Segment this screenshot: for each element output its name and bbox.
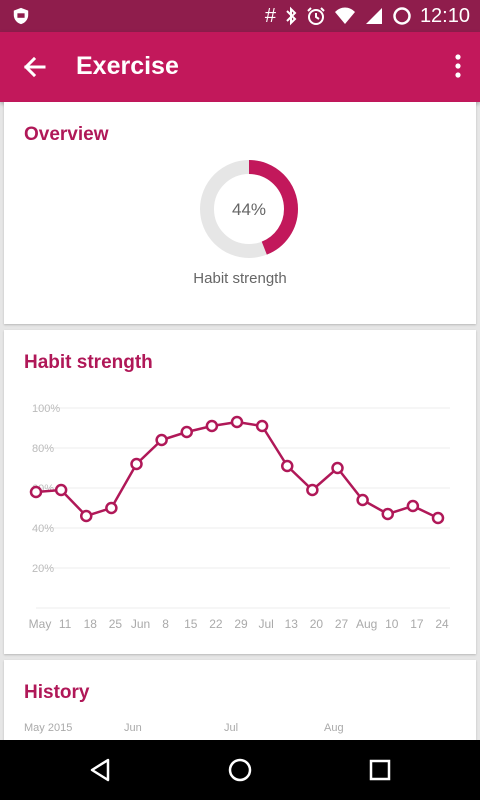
data-point <box>331 461 344 475</box>
habit-strength-ring: 44% <box>200 160 298 258</box>
x-tick-label: Aug <box>356 617 377 631</box>
x-tick-label: 10 <box>385 617 399 631</box>
x-tick-label: 18 <box>84 617 98 631</box>
ring-percent-text: 44% <box>232 200 266 219</box>
ring-caption: Habit strength <box>193 270 287 287</box>
overview-title: Overview <box>24 124 109 145</box>
data-point <box>105 501 118 515</box>
alarm-icon <box>307 7 325 25</box>
y-tick-label: 40% <box>32 523 54 535</box>
data-point <box>80 509 93 523</box>
app-bar: Exercise <box>0 32 480 102</box>
history-month-label: Jul <box>224 722 239 734</box>
navigation-bar <box>0 740 480 800</box>
history-month-label: May 2015 <box>24 722 73 734</box>
history-months: May 2015 Jun Jul Aug <box>4 722 476 742</box>
hash-icon: # <box>264 4 276 27</box>
shield-icon <box>13 7 29 25</box>
y-tick-label: 80% <box>32 443 54 455</box>
data-point <box>306 483 319 497</box>
x-tick-label: 13 <box>285 617 299 631</box>
series-line <box>35 420 439 520</box>
habit-strength-card: Habit strength 100% 80% 60% 40% 20% May 11 18 25… <box>4 330 476 654</box>
data-point <box>29 485 43 499</box>
x-tick-label: 25 <box>109 617 123 631</box>
x-tick-label: 24 <box>435 617 449 631</box>
history-title: History <box>24 682 90 703</box>
data-point <box>381 507 394 521</box>
history-month-label: Aug <box>324 722 344 734</box>
data-point <box>356 493 369 507</box>
x-tick-label: 22 <box>209 617 223 631</box>
y-tick-label: 20% <box>32 563 54 575</box>
arrow-left-icon[interactable] <box>18 50 52 84</box>
habit-strength-chart: 100%80%60%40%20%May 11 18 25 Jun 8 15 22 29 Jul 13… <box>29 403 450 631</box>
wifi-icon <box>334 7 355 24</box>
x-tick-label: 8 <box>162 617 169 631</box>
back-triangle-icon[interactable] <box>86 756 114 784</box>
data-point <box>130 457 143 471</box>
data-point <box>431 511 445 525</box>
bluetooth-icon <box>286 6 297 26</box>
history-month-label: Jun <box>124 722 142 734</box>
page-title: Exercise <box>76 52 179 80</box>
x-tick-label: 27 <box>335 617 349 631</box>
more-vert-icon[interactable] <box>452 52 464 82</box>
status-bar: # 12:10 <box>0 0 480 32</box>
x-tick-label: 15 <box>184 617 198 631</box>
data-point <box>180 425 193 439</box>
clock-time: 12:10 <box>419 4 470 27</box>
recents-square-icon[interactable] <box>366 756 394 784</box>
data-point <box>230 415 244 429</box>
data-point <box>406 499 420 513</box>
habit-strength-title: Habit strength <box>24 352 153 373</box>
data-point <box>54 483 68 497</box>
x-tick-label: 20 <box>310 617 324 631</box>
home-circle-icon[interactable] <box>226 756 254 784</box>
data-point <box>281 459 294 473</box>
data-point <box>255 419 269 433</box>
x-tick-label: 29 <box>234 617 248 631</box>
data-point <box>205 419 219 433</box>
x-tick-label: May <box>29 617 52 631</box>
x-tick-label: 11 <box>59 617 72 631</box>
x-tick-label: Jun <box>131 617 150 631</box>
x-tick-label: 17 <box>410 617 424 631</box>
battery-icon <box>393 7 411 25</box>
y-tick-label: 100% <box>32 403 60 415</box>
x-tick-label: Jul <box>258 617 273 631</box>
overview-card: Overview 44% Habit strength <box>4 102 476 324</box>
signal-icon <box>365 8 382 24</box>
data-point <box>155 433 168 447</box>
